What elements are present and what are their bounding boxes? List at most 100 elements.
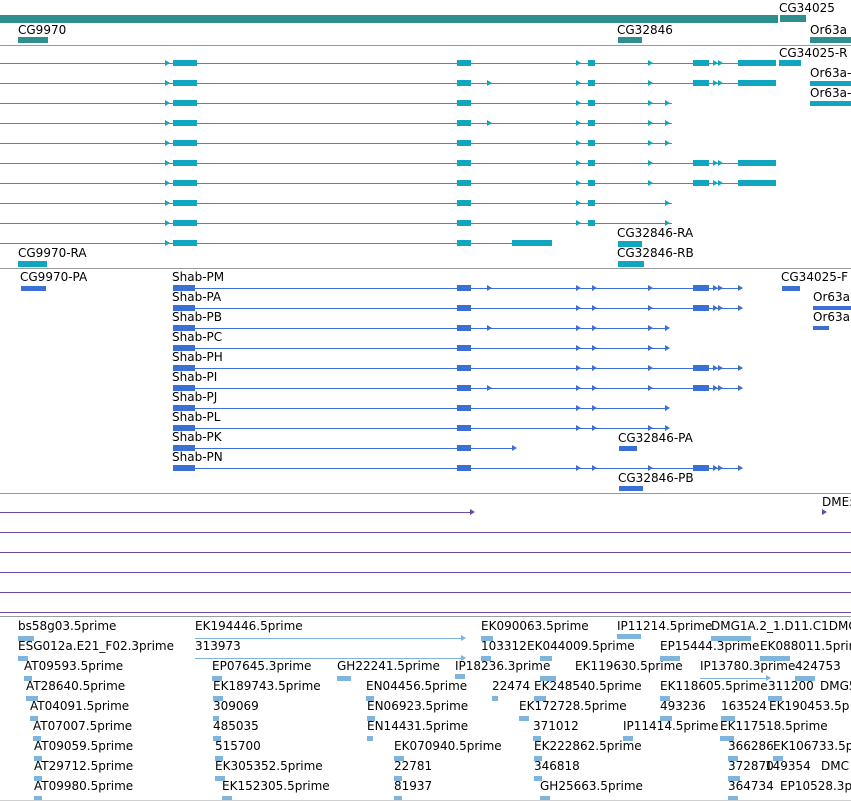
protein-exon[interactable] [457,285,471,291]
gene-bar-shab[interactable] [0,15,778,23]
est-feature[interactable] [481,656,491,661]
est-feature[interactable] [720,736,734,741]
protein-label[interactable]: Shab-PI [172,370,218,384]
est-label[interactable]: EK119630.5prime [575,659,683,673]
gene-bar-cg34025[interactable] [780,15,806,22]
est-label[interactable]: DMG1A.2_1.D11.C1DMG [711,619,851,633]
est-feature[interactable] [623,736,633,741]
est-label[interactable]: EK248540.5prime [534,679,642,693]
est-feature[interactable] [24,676,32,681]
transcript-label[interactable]: CG9970-RA [18,246,87,260]
est-label[interactable]: EK189743.5prime [213,679,321,693]
est-label[interactable]: EP10528.3p [780,779,851,793]
est-label[interactable]: GH25663.5prime [540,779,643,793]
est-label[interactable]: AT09059.5prime [34,739,134,753]
est-label[interactable]: 372870 [728,759,774,773]
est-feature[interactable] [26,696,38,701]
transcript-exon[interactable] [693,80,709,86]
transcript-exon[interactable] [588,160,595,166]
transcript-exon[interactable] [738,160,776,166]
protein-exon[interactable] [173,445,195,451]
est-label[interactable]: EK044009.5prime [527,639,635,653]
protein-bar[interactable] [782,286,800,291]
protein-exon[interactable] [693,465,709,471]
est-label[interactable]: EK090063.5prime [481,619,589,633]
protein-exon[interactable] [693,385,709,391]
protein-label[interactable]: Shab-PB [172,310,222,324]
est-feature[interactable] [534,776,542,781]
est-feature[interactable] [18,636,34,641]
est-label[interactable]: AT09593.5prime [24,659,124,673]
transcript-label[interactable]: CG32846-RB [617,246,694,260]
protein-bar[interactable] [813,326,829,330]
protein-exon[interactable] [457,325,471,331]
est-label[interactable]: bs58g03.5prime [18,619,117,633]
protein-exon[interactable] [693,285,709,291]
protein-exon[interactable] [457,465,471,471]
est-label[interactable]: AT09980.5prime [34,779,134,793]
est-label[interactable]: IP11414.5prime [623,719,719,733]
est-feature[interactable] [337,676,351,681]
protein-label[interactable]: CG32846-PB [618,471,694,485]
est-label[interactable]: AT04091.5prime [30,699,130,713]
transcript-label[interactable]: CG34025-R [779,46,848,60]
transcript-exon[interactable] [588,80,595,86]
est-feature[interactable] [760,656,790,661]
est-feature[interactable] [366,696,374,701]
transcript-exon[interactable] [693,60,709,66]
protein-exon[interactable] [457,365,471,371]
est-feature[interactable] [660,716,672,721]
protein-label[interactable]: CG32846-PA [618,431,693,445]
gene-bar-or63a[interactable] [810,37,851,43]
transcript-exon[interactable] [173,180,197,186]
protein-exon[interactable] [173,365,195,371]
est-label[interactable]: 364734 [728,779,774,793]
transcript-exon[interactable] [457,220,471,226]
protein-label[interactable]: CG9970-PA [20,270,88,284]
est-feature[interactable] [213,696,223,701]
est-feature[interactable] [540,656,552,661]
transcript-exon[interactable] [588,140,595,146]
protein-exon[interactable] [457,305,471,311]
est-label[interactable]: 103312 [481,639,527,653]
est-feature[interactable] [34,796,42,801]
est-label[interactable]: EK070940.5prime [394,739,502,753]
est-label[interactable]: ESG012a.E21_F02.3prime [18,639,174,653]
est-label[interactable]: EK088011.5prime [760,639,851,653]
est-feature[interactable] [728,776,740,781]
protein-label[interactable]: Shab-PC [172,330,223,344]
protein-exon[interactable] [457,385,471,391]
protein-exon[interactable] [173,305,195,311]
transcript-label[interactable]: Or63a- [810,66,851,80]
est-feature[interactable] [215,776,225,781]
est-feature[interactable] [394,776,402,781]
protein-exon[interactable] [173,325,195,331]
transcript-exon[interactable] [173,80,197,86]
protein-exon[interactable] [173,385,195,391]
est-label[interactable]: 424753 [795,659,841,673]
est-feature[interactable] [367,716,375,721]
alignment-label[interactable]: DME: [822,495,851,509]
est-label[interactable]: 366286 [728,739,774,753]
est-label[interactable]: EK117518.5prime [720,719,828,733]
est-feature[interactable] [481,636,493,641]
est-feature[interactable] [721,716,735,721]
transcript-exon[interactable] [457,200,471,206]
est-feature[interactable] [492,696,498,701]
transcript-exon[interactable] [173,100,197,106]
transcript-exon[interactable] [588,60,595,66]
protein-exon[interactable] [173,405,195,411]
est-label[interactable]: 313973 [195,639,241,653]
est-label[interactable]: IP13780.3prime [700,659,796,673]
transcript-exon[interactable] [618,261,644,267]
protein-label[interactable]: Shab-PJ [172,390,218,404]
est-label[interactable]: EP07645.3prime [212,659,312,673]
transcript-exon[interactable] [457,180,471,186]
est-feature[interactable] [30,716,38,721]
est-label[interactable]: 493236 [660,699,706,713]
est-label[interactable]: 371012 [533,719,579,733]
transcript-exon[interactable] [173,120,197,126]
est-label[interactable]: DMG5 [820,679,851,693]
transcript-exon[interactable] [738,60,776,66]
est-feature[interactable] [728,756,738,761]
